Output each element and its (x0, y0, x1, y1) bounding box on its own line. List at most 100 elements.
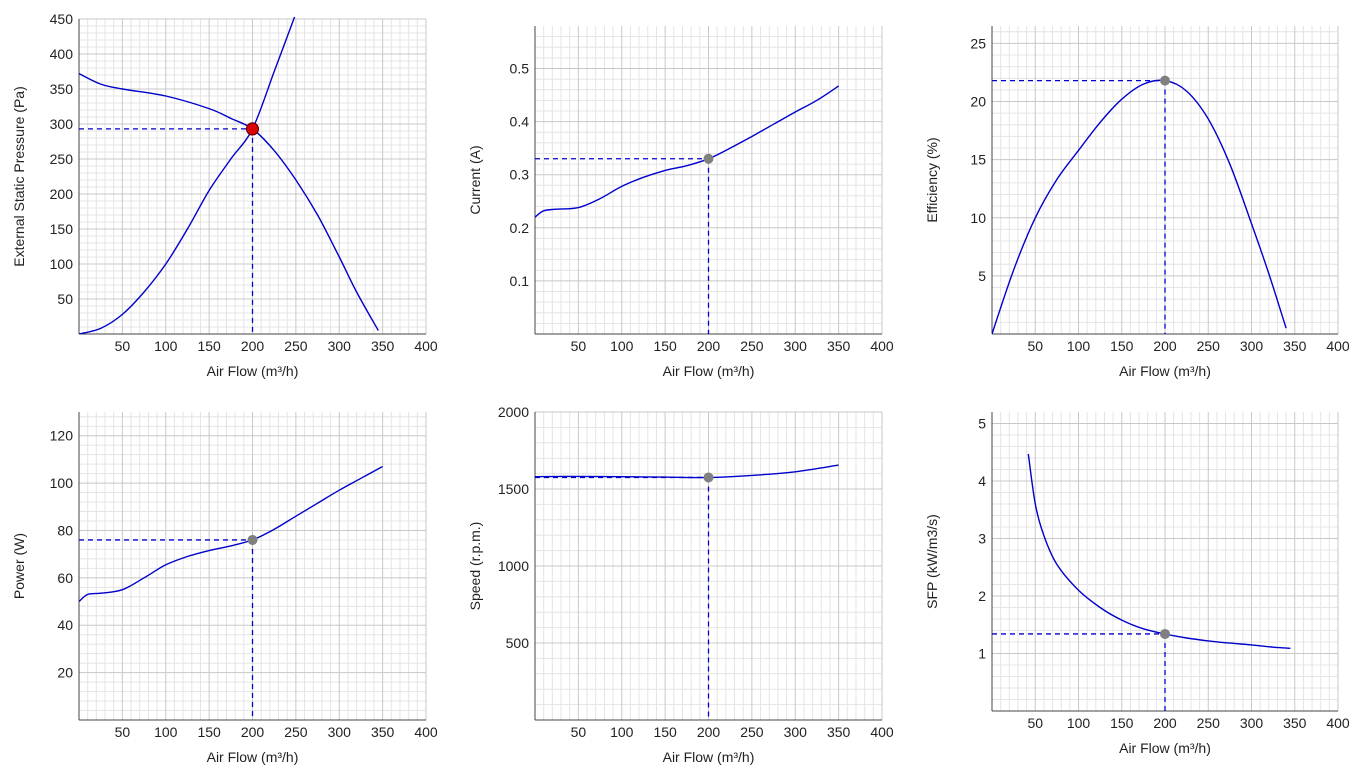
operating-point (245, 122, 260, 136)
y-tick-label: 250 (50, 151, 74, 167)
y-tick-label: 100 (50, 475, 74, 491)
x-tick-label: 250 (740, 724, 764, 740)
y-tick-label: 400 (50, 46, 74, 62)
x-tick-label: 150 (1110, 715, 1134, 731)
chart-efficiency: 50 100 150 200 250 300 350 400 5 10 15 20 25 Air Flow… (924, 26, 1350, 379)
series-group (535, 85, 839, 218)
x-tick-label: 300 (1240, 715, 1264, 731)
y-tick-label: 150 (50, 221, 74, 237)
x-axis-title: Air Flow (m³/h) (207, 749, 299, 765)
x-tick-label: 350 (827, 724, 851, 740)
x-tick-label: 400 (1326, 715, 1350, 731)
x-tick-label: 200 (1153, 715, 1177, 731)
x-tick-label: 100 (1067, 715, 1091, 731)
x-tick-label: 250 (284, 724, 308, 740)
x-tick-label: 100 (610, 724, 634, 740)
y-tick-label: 20 (57, 665, 73, 681)
series-line-1 (79, 465, 383, 603)
y-tick-label: 2000 (498, 404, 529, 420)
y-tick-label: 0.2 (510, 220, 530, 236)
x-axis-title: Air Flow (m³/h) (663, 749, 755, 765)
x-tick-label: 150 (1110, 338, 1134, 354)
x-tick-label: 50 (1027, 338, 1043, 354)
x-tick-label: 150 (653, 338, 677, 354)
x-tick-label: 50 (115, 724, 131, 740)
series-line-1 (535, 464, 839, 479)
x-tick-label: 50 (571, 338, 587, 354)
x-tick-label: 300 (784, 338, 808, 354)
x-axis-title: Air Flow (m³/h) (1119, 740, 1211, 756)
y-tick-label: 500 (506, 635, 530, 651)
y-tick-label: 5 (978, 268, 986, 284)
y-tick-label: 25 (970, 35, 986, 51)
chart-pressure: 50 100 150 200 250 300 350 400 50 100 150 200 250 300… (11, 11, 438, 379)
y-tick-label: 0.3 (510, 167, 530, 183)
y-tick-label: 3 (978, 531, 986, 547)
x-tick-label: 300 (328, 724, 352, 740)
x-axis-title: Air Flow (m³/h) (1119, 363, 1211, 379)
y-tick-label: 4 (978, 473, 986, 489)
grid (79, 412, 427, 720)
x-tick-label: 350 (371, 724, 395, 740)
y-axis-title: Speed (r.p.m.) (467, 522, 483, 611)
grid (992, 412, 1339, 711)
y-tick-label: 15 (970, 152, 986, 168)
x-tick-label: 100 (1067, 338, 1091, 354)
y-tick-label: 350 (50, 81, 74, 97)
x-tick-label: 200 (697, 724, 721, 740)
operating-point (1160, 75, 1170, 86)
series-group (1027, 453, 1291, 649)
operating-point (1160, 628, 1170, 639)
y-tick-label: 0.4 (510, 114, 530, 130)
y-axis-title: SFP (kW/m3/s) (924, 514, 940, 609)
y-tick-label: 1 (978, 646, 986, 662)
series-line-2 (79, 17, 296, 334)
x-tick-label: 350 (1283, 338, 1307, 354)
x-tick-label: 300 (1240, 338, 1264, 354)
x-tick-label: 400 (414, 338, 438, 354)
x-tick-label: 250 (1197, 338, 1221, 354)
x-tick-label: 400 (870, 338, 894, 354)
y-tick-label: 60 (57, 570, 73, 586)
x-tick-label: 150 (197, 724, 221, 740)
chart-sfp: 50 100 150 200 250 300 350 400 1 2 3 4 5 Air Flow (m³… (924, 412, 1350, 756)
x-tick-label: 150 (653, 724, 677, 740)
chart-speed: 50 100 150 200 250 300 350 400 500 1000 1500 2000 Ai… (467, 404, 894, 765)
series-group (992, 79, 1287, 334)
x-tick-label: 350 (827, 338, 851, 354)
x-axis-title: Air Flow (m³/h) (207, 363, 299, 379)
y-tick-label: 80 (57, 522, 73, 538)
series-line-1 (1027, 453, 1291, 649)
x-tick-label: 200 (241, 724, 265, 740)
x-tick-label: 50 (1027, 715, 1043, 731)
x-tick-label: 300 (784, 724, 808, 740)
x-tick-label: 100 (154, 724, 178, 740)
series-line-1 (992, 79, 1287, 334)
y-axis-title: Efficiency (%) (924, 137, 940, 222)
series-group (79, 465, 383, 603)
x-tick-label: 50 (115, 338, 131, 354)
operating-point (703, 153, 714, 164)
y-tick-label: 2 (978, 588, 986, 604)
operating-point (247, 534, 258, 545)
y-tick-label: 20 (970, 94, 986, 110)
y-axis-title: Power (W) (11, 533, 27, 599)
x-tick-label: 100 (154, 338, 178, 354)
y-tick-label: 5 (978, 416, 986, 432)
y-tick-label: 200 (50, 186, 74, 202)
y-tick-label: 1000 (498, 558, 529, 574)
x-tick-label: 200 (697, 338, 721, 354)
y-tick-label: 10 (970, 210, 986, 226)
y-tick-label: 0.1 (510, 273, 530, 289)
y-tick-label: 300 (50, 116, 74, 132)
y-tick-label: 100 (50, 256, 74, 272)
operating-point (703, 472, 714, 483)
x-tick-label: 300 (328, 338, 352, 354)
x-tick-label: 250 (1197, 715, 1221, 731)
x-axis-title: Air Flow (m³/h) (663, 363, 755, 379)
x-tick-label: 400 (414, 724, 438, 740)
x-tick-label: 350 (371, 338, 395, 354)
x-tick-label: 400 (1326, 338, 1350, 354)
grid (535, 411, 883, 720)
